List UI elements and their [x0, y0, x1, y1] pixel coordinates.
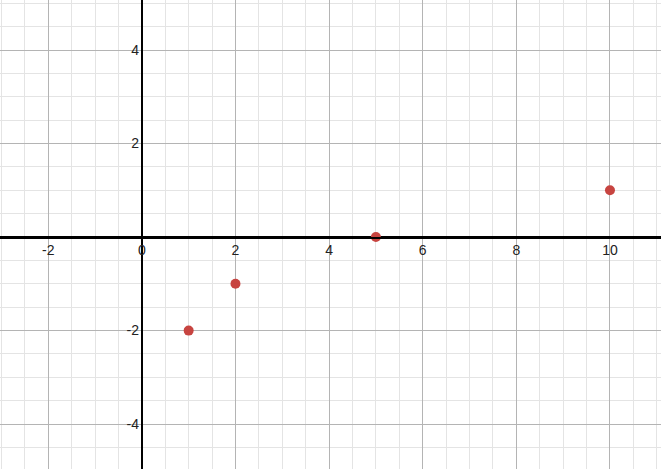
svg-text:8: 8	[512, 242, 520, 258]
svg-text:4: 4	[325, 242, 333, 258]
svg-text:2: 2	[232, 242, 240, 258]
svg-text:2: 2	[131, 135, 139, 151]
svg-text:-2: -2	[42, 242, 55, 258]
svg-text:6: 6	[419, 242, 427, 258]
svg-text:-2: -2	[127, 322, 140, 338]
svg-text:4: 4	[131, 42, 139, 58]
svg-text:-4: -4	[127, 416, 140, 432]
svg-text:0: 0	[138, 242, 146, 258]
svg-text:10: 10	[602, 242, 618, 258]
